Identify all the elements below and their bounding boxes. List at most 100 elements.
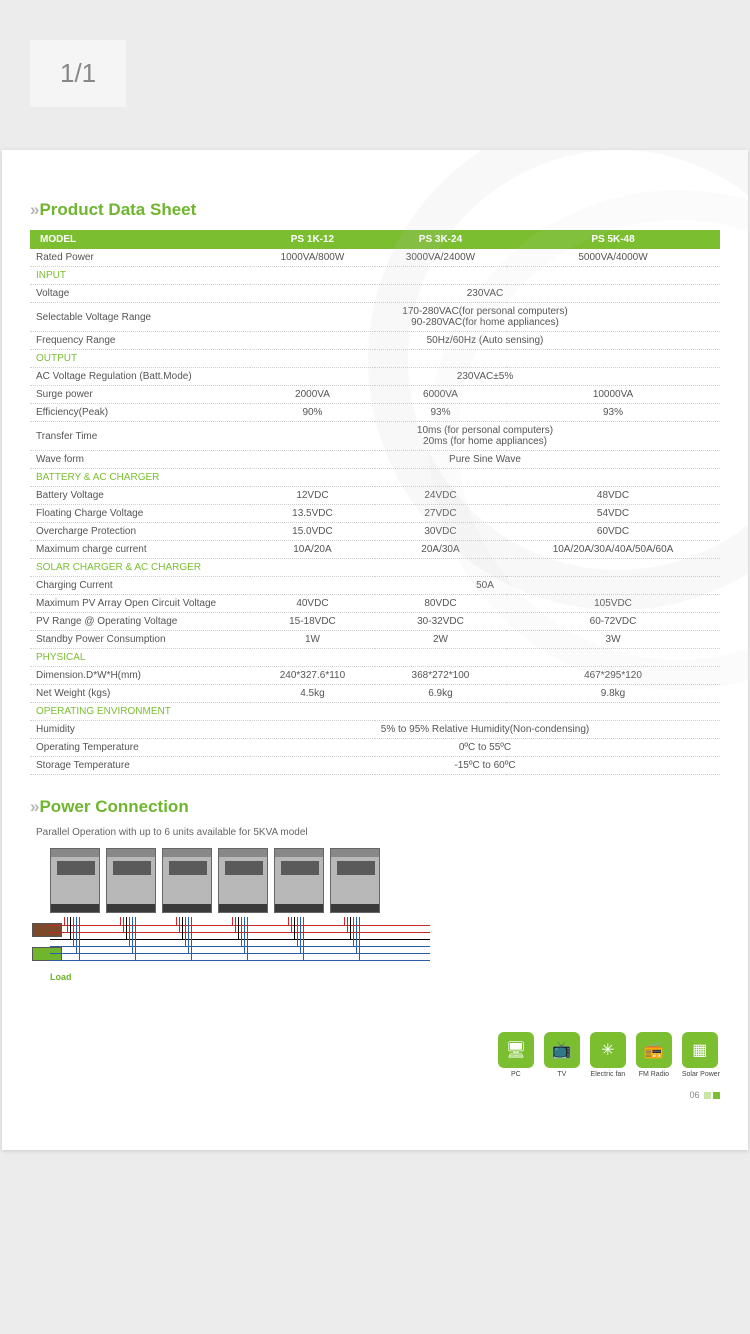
wire-line: [50, 953, 430, 954]
wire-drop: [182, 917, 183, 939]
accent-square: [713, 1092, 720, 1099]
row-value: 30-32VDC: [375, 613, 506, 631]
wire-drop: [288, 917, 289, 925]
section-title-power: »Power Connection: [30, 797, 720, 817]
row-value: 30VDC: [375, 523, 506, 541]
inverter-unit-icon: [274, 848, 324, 913]
wire-drop: [185, 917, 186, 946]
wire-drop: [235, 917, 236, 932]
row-label: Voltage: [30, 285, 250, 303]
wire-drop: [238, 917, 239, 939]
pc-icon-box: 🖥: [498, 1032, 534, 1068]
row-label: Humidity: [30, 721, 250, 739]
accent-square: [704, 1092, 711, 1099]
icon-label: Solar Power: [682, 1071, 720, 1078]
row-label: Floating Charge Voltage: [30, 505, 250, 523]
row-label: AC Voltage Regulation (Batt.Mode): [30, 368, 250, 386]
title-text: Product Data Sheet: [39, 200, 196, 219]
table-row: PHYSICAL: [30, 649, 720, 667]
row-value: 93%: [506, 404, 720, 422]
row-value: 80VDC: [375, 595, 506, 613]
row-label: Standby Power Consumption: [30, 631, 250, 649]
row-value: 6000VA: [375, 386, 506, 404]
wire-drop: [347, 917, 348, 932]
page-number-text: 06: [689, 1090, 699, 1100]
fan-icon: ✳Electric fan: [590, 1032, 626, 1078]
row-value: 2W: [375, 631, 506, 649]
inverter-unit-icon: [106, 848, 156, 913]
wire-drop: [291, 917, 292, 932]
row-value: -15ºC to 60ºC: [250, 757, 720, 775]
document-page: »Product Data Sheet MODEL PS 1K-12 PS 3K…: [2, 150, 748, 1150]
wire-drop: [232, 917, 233, 925]
wire-drop: [303, 917, 304, 960]
wire-drop: [188, 917, 189, 953]
appliance-icons: 🖥PC 📺TV ✳Electric fan 📻 FM Radio ▦Solar Power: [30, 1032, 720, 1078]
row-value: 10ms (for personal computers)20ms (for h…: [250, 422, 720, 451]
table-row: Overcharge Protection15.0VDC30VDC60VDC: [30, 523, 720, 541]
pc-icon: 🖥PC: [498, 1032, 534, 1078]
table-row: AC Voltage Regulation (Batt.Mode)230VAC±…: [30, 368, 720, 386]
row-value: 24VDC: [375, 487, 506, 505]
row-value: 27VDC: [375, 505, 506, 523]
section-label: INPUT: [30, 267, 720, 285]
row-value: 1000VA/800W: [250, 249, 375, 267]
tv-icon: 📺TV: [544, 1032, 580, 1078]
row-value: 10A/20A/30A/40A/50A/60A: [506, 541, 720, 559]
wire-drop: [344, 917, 345, 925]
table-row: Transfer Time10ms (for personal computer…: [30, 422, 720, 451]
row-value: 90%: [250, 404, 375, 422]
row-value: 230VAC: [250, 285, 720, 303]
table-header-row: MODEL PS 1K-12 PS 3K-24 PS 5K-48: [30, 230, 720, 249]
row-value: 0ºC to 55ºC: [250, 739, 720, 757]
wire-drop: [176, 917, 177, 925]
table-row: BATTERY & AC CHARGER: [30, 469, 720, 487]
icon-label: FM Radio: [636, 1071, 672, 1078]
col-header: PS 1K-12: [250, 230, 375, 249]
row-label: Charging Current: [30, 577, 250, 595]
row-label: Frequency Range: [30, 332, 250, 350]
parallel-diagram: Load: [50, 848, 720, 982]
row-value: 50A: [250, 577, 720, 595]
row-value: 93%: [375, 404, 506, 422]
row-value: 54VDC: [506, 505, 720, 523]
spec-table: MODEL PS 1K-12 PS 3K-24 PS 5K-48 Rated P…: [30, 230, 720, 775]
table-row: Charging Current50A: [30, 577, 720, 595]
section-label: OUTPUT: [30, 350, 720, 368]
busbar-icon: [32, 947, 62, 961]
row-label: Net Weight (kgs): [30, 685, 250, 703]
row-label: Dimension.D*W*H(mm): [30, 667, 250, 685]
table-row: Battery Voltage12VDC24VDC48VDC: [30, 487, 720, 505]
row-value: 12VDC: [250, 487, 375, 505]
inverter-unit-icon: [50, 848, 100, 913]
tv-icon-box: 📺: [544, 1032, 580, 1068]
row-label: Maximum PV Array Open Circuit Voltage: [30, 595, 250, 613]
solar-icon: ▦Solar Power: [682, 1032, 720, 1078]
row-value: 1W: [250, 631, 375, 649]
chevron-icon: »: [30, 200, 35, 219]
table-row: Selectable Voltage Range170-280VAC(for p…: [30, 303, 720, 332]
row-value: 170-280VAC(for personal computers)90-280…: [250, 303, 720, 332]
table-row: Voltage230VAC: [30, 285, 720, 303]
wire-line: [50, 946, 430, 947]
row-value: 5000VA/4000W: [506, 249, 720, 267]
row-value: 2000VA: [250, 386, 375, 404]
row-value: 9.8kg: [506, 685, 720, 703]
row-value: 3W: [506, 631, 720, 649]
wire-drop: [123, 917, 124, 932]
row-value: 105VDC: [506, 595, 720, 613]
row-label: Operating Temperature: [30, 739, 250, 757]
wire-drop: [359, 917, 360, 960]
row-label: Storage Temperature: [30, 757, 250, 775]
table-row: OUTPUT: [30, 350, 720, 368]
wire-drop: [76, 917, 77, 953]
wire-drop: [191, 917, 192, 960]
radio-icon-box: 📻: [636, 1032, 672, 1068]
table-row: Dimension.D*W*H(mm)240*327.6*110368*272*…: [30, 667, 720, 685]
section-label: OPERATING ENVIRONMENT: [30, 703, 720, 721]
table-row: Standby Power Consumption1W2W3W: [30, 631, 720, 649]
fan-icon-box: ✳: [590, 1032, 626, 1068]
row-value: 10000VA: [506, 386, 720, 404]
wire-drop: [129, 917, 130, 946]
row-value: 10A/20A: [250, 541, 375, 559]
